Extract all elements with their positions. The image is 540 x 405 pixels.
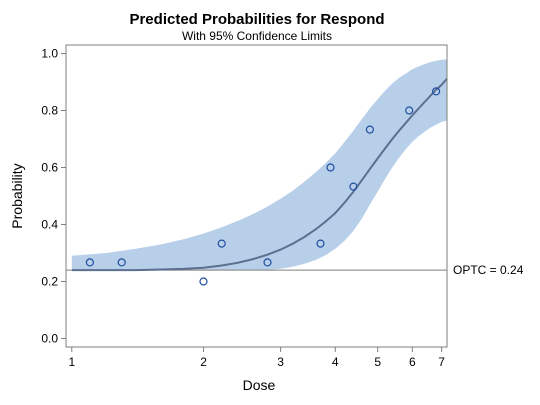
- plot-frame-layer: [65, 44, 448, 348]
- x-axis-ticks: 1 2 3 4 5 6 7: [68, 347, 445, 369]
- chart-title: Predicted Probabilities for Respond: [129, 11, 384, 28]
- y-axis-ticks: 0.0 0.2 0.4 0.6 0.8 1.0: [41, 47, 66, 345]
- x-tick-label: 3: [277, 355, 284, 369]
- observed-point: [326, 163, 335, 172]
- confidence-band-layer: [71, 59, 448, 271]
- reference-line-label: OPTC = 0.24: [453, 263, 524, 277]
- observed-point: [117, 258, 126, 267]
- observed-point: [432, 87, 441, 96]
- confidence-band: [71, 59, 448, 271]
- chart-subtitle: With 95% Confidence Limits: [182, 29, 332, 43]
- y-tick-label: 0.6: [41, 161, 58, 175]
- y-axis-label: Probability: [9, 163, 25, 228]
- plot-frame: [65, 44, 448, 348]
- observed-point: [405, 106, 414, 115]
- observed-point: [199, 277, 208, 286]
- x-tick-label: 7: [438, 355, 445, 369]
- y-tick-label: 1.0: [41, 47, 58, 61]
- observed-point: [316, 239, 325, 248]
- x-tick-label: 1: [68, 355, 75, 369]
- y-tick-label: 0.2: [41, 274, 58, 288]
- observed-point: [349, 182, 358, 191]
- predicted-probability-line: [71, 77, 448, 272]
- observed-point: [263, 258, 272, 267]
- x-tick-label: 4: [332, 355, 339, 369]
- predicted-curve-layer: [71, 77, 448, 272]
- x-tick-label: 6: [409, 355, 416, 369]
- observed-point: [217, 239, 226, 248]
- x-tick-label: 2: [200, 355, 207, 369]
- observed-points-layer: [85, 87, 441, 286]
- observed-point: [85, 258, 95, 267]
- x-tick-label: 5: [374, 355, 381, 369]
- y-tick-label: 0.0: [41, 331, 58, 345]
- x-axis-label: Dose: [243, 377, 276, 393]
- y-tick-label: 0.8: [41, 104, 58, 118]
- y-tick-label: 0.4: [41, 217, 58, 231]
- observed-point: [365, 125, 374, 134]
